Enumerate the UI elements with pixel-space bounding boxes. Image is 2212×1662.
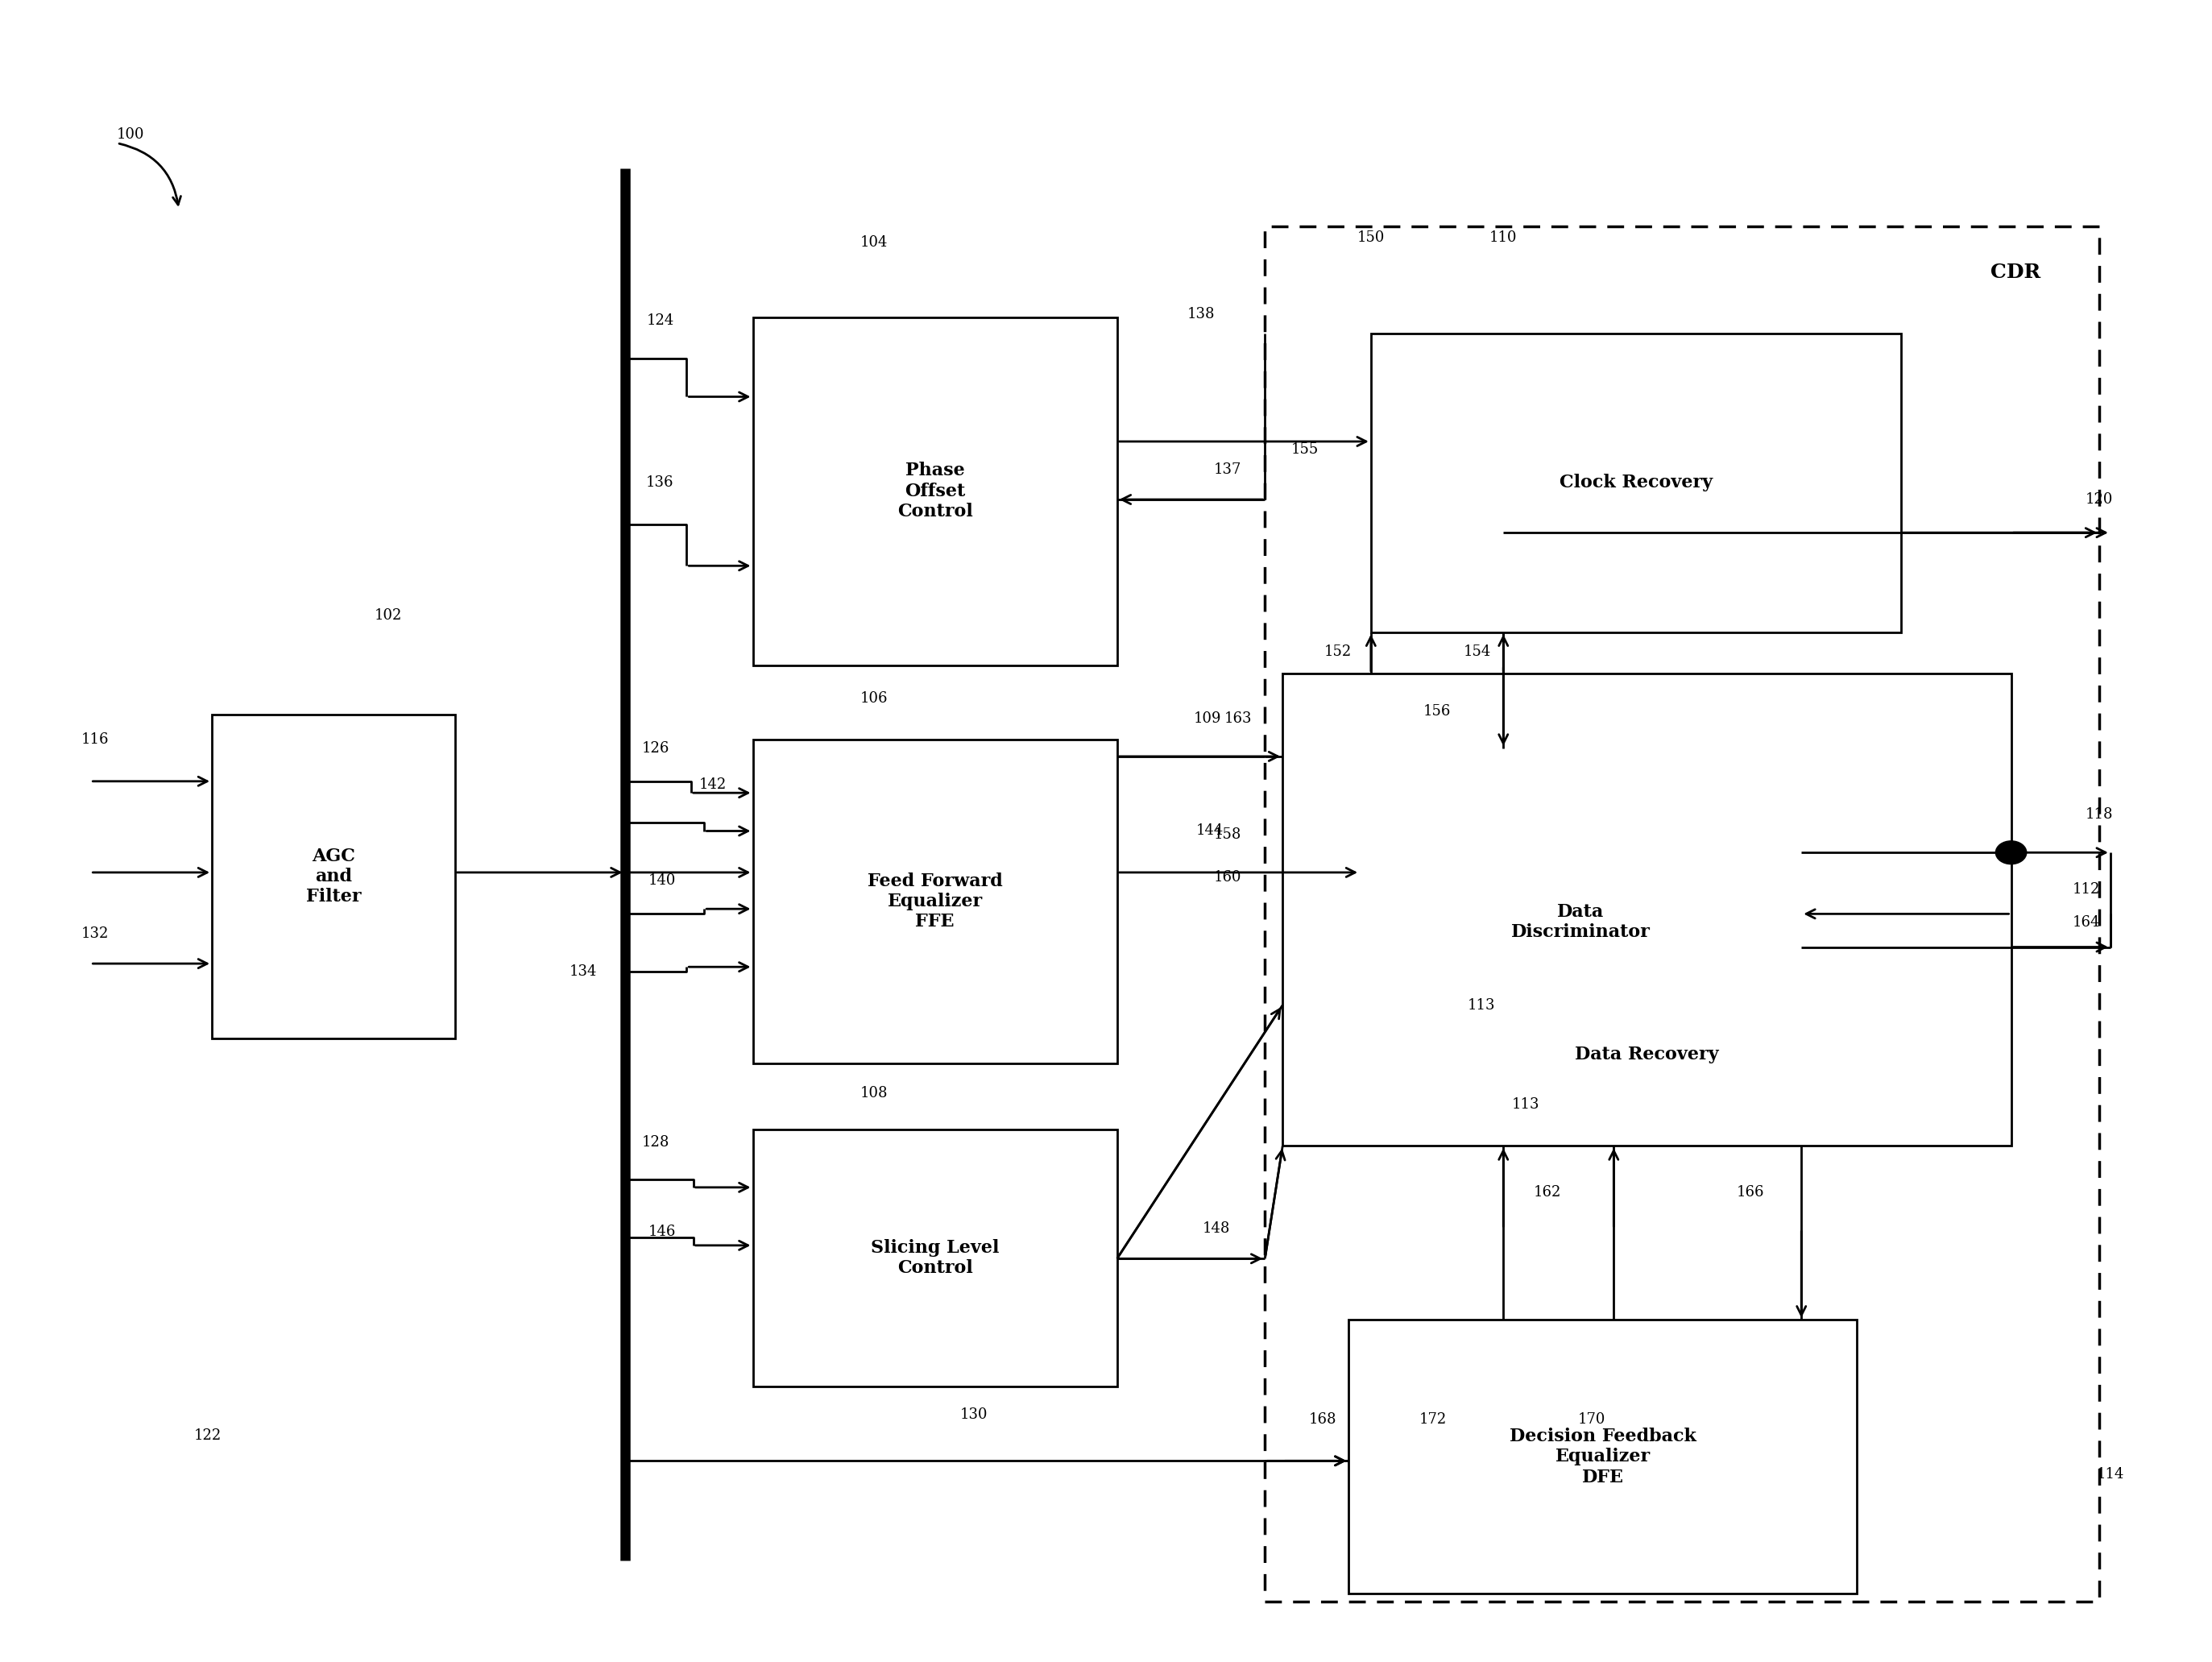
Bar xyxy=(212,715,456,1039)
Bar xyxy=(1371,334,1900,632)
Text: Phase
Offset
Control: Phase Offset Control xyxy=(898,462,973,520)
Text: Clock Recovery: Clock Recovery xyxy=(1559,474,1712,492)
Bar xyxy=(1283,673,2011,1145)
Text: 170: 170 xyxy=(1577,1413,1606,1426)
Text: 148: 148 xyxy=(1203,1222,1230,1237)
Text: 154: 154 xyxy=(1462,645,1491,660)
Text: Data Recovery: Data Recovery xyxy=(1575,1045,1719,1064)
Text: 163: 163 xyxy=(1225,711,1252,726)
Text: 106: 106 xyxy=(860,691,887,706)
Text: 116: 116 xyxy=(82,733,108,748)
Text: CDR: CDR xyxy=(1991,263,2042,283)
Text: 166: 166 xyxy=(1736,1185,1765,1200)
Text: 158: 158 xyxy=(1214,828,1241,841)
Text: 150: 150 xyxy=(1356,231,1385,244)
Text: 137: 137 xyxy=(1214,462,1241,477)
Text: 164: 164 xyxy=(2073,914,2099,929)
Text: Feed Forward
Equalizer
FFE: Feed Forward Equalizer FFE xyxy=(867,873,1002,931)
Text: 136: 136 xyxy=(646,475,675,490)
Text: 168: 168 xyxy=(1310,1413,1336,1426)
Text: 102: 102 xyxy=(374,608,403,623)
Text: 122: 122 xyxy=(195,1429,221,1443)
Circle shape xyxy=(1995,841,2026,864)
Text: 132: 132 xyxy=(82,926,108,941)
Text: Decision Feedback
Equalizer
DFE: Decision Feedback Equalizer DFE xyxy=(1509,1428,1697,1486)
Text: 126: 126 xyxy=(641,741,670,755)
Text: 110: 110 xyxy=(1489,231,1517,244)
Text: 134: 134 xyxy=(568,964,597,979)
Text: 144: 144 xyxy=(1197,824,1223,838)
Text: Data
Discriminator: Data Discriminator xyxy=(1511,902,1650,941)
Text: 113: 113 xyxy=(1467,997,1495,1012)
Text: 162: 162 xyxy=(1533,1185,1562,1200)
Text: Slicing Level
Control: Slicing Level Control xyxy=(872,1238,1000,1276)
Text: AGC
and
Filter: AGC and Filter xyxy=(305,848,361,906)
Text: 142: 142 xyxy=(699,778,728,791)
Text: 118: 118 xyxy=(2086,808,2112,821)
Text: 100: 100 xyxy=(117,128,144,141)
Text: 128: 128 xyxy=(641,1135,670,1150)
Text: 104: 104 xyxy=(860,236,887,249)
Text: 172: 172 xyxy=(1418,1413,1447,1426)
Text: 114: 114 xyxy=(2097,1468,2124,1481)
Text: 112: 112 xyxy=(2073,883,2099,896)
Bar xyxy=(1360,748,1801,1097)
Text: 156: 156 xyxy=(1422,705,1451,720)
Text: 130: 130 xyxy=(960,1408,987,1421)
Text: 146: 146 xyxy=(648,1225,677,1240)
Bar xyxy=(752,317,1117,665)
Text: 120: 120 xyxy=(2086,492,2112,507)
Bar xyxy=(752,740,1117,1064)
Bar xyxy=(752,1130,1117,1386)
Text: 109: 109 xyxy=(1194,711,1221,726)
Text: 138: 138 xyxy=(1188,306,1214,321)
Text: 140: 140 xyxy=(648,874,677,888)
Text: 124: 124 xyxy=(646,312,675,327)
Text: 113: 113 xyxy=(1511,1097,1540,1112)
Text: 108: 108 xyxy=(860,1085,887,1100)
Text: 152: 152 xyxy=(1325,645,1352,660)
Bar xyxy=(1265,226,2099,1602)
Text: 155: 155 xyxy=(1292,442,1318,457)
Text: 160: 160 xyxy=(1214,871,1241,884)
Bar xyxy=(1349,1320,1856,1594)
